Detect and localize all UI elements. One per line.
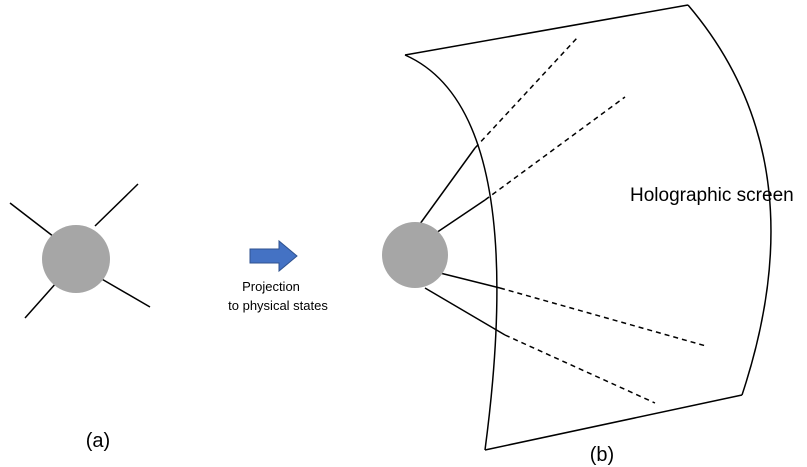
leg-upper-right: [94, 183, 139, 227]
arrow-caption-line2: to physical states: [228, 298, 328, 313]
panel-b-label: (b): [590, 444, 614, 466]
leg-dashed-3: [499, 287, 707, 347]
leg-solid-3: [439, 272, 501, 289]
screen-bottom-edge: [484, 394, 743, 451]
leg-lower-left: [24, 281, 58, 319]
panel-a-label: (a): [86, 430, 110, 452]
screen-right-edge: [687, 4, 772, 396]
screen-top-edge: [404, 4, 689, 56]
arrow-caption-line1: Projection: [242, 279, 300, 294]
vertex-node-a: [42, 225, 110, 293]
screen-left-edge: [404, 54, 498, 451]
panel-b: Holographic screen (b): [382, 4, 794, 466]
leg-upper-left: [9, 202, 59, 241]
screen-label: Holographic screen: [630, 185, 794, 206]
leg-solid-2: [429, 199, 486, 238]
leg-dashed-4: [504, 334, 656, 404]
panel-a: (a): [9, 183, 151, 452]
leg-lower-right: [99, 277, 151, 308]
leg-solid-1: [416, 147, 476, 229]
leg-dashed-1: [474, 37, 578, 149]
blue-arrow-icon: [249, 239, 298, 273]
leg-dashed-2: [484, 96, 626, 201]
leg-solid-4: [424, 287, 506, 336]
projection-arrow-group: Projection to physical states: [228, 239, 328, 313]
vertex-node-b: [382, 222, 448, 288]
